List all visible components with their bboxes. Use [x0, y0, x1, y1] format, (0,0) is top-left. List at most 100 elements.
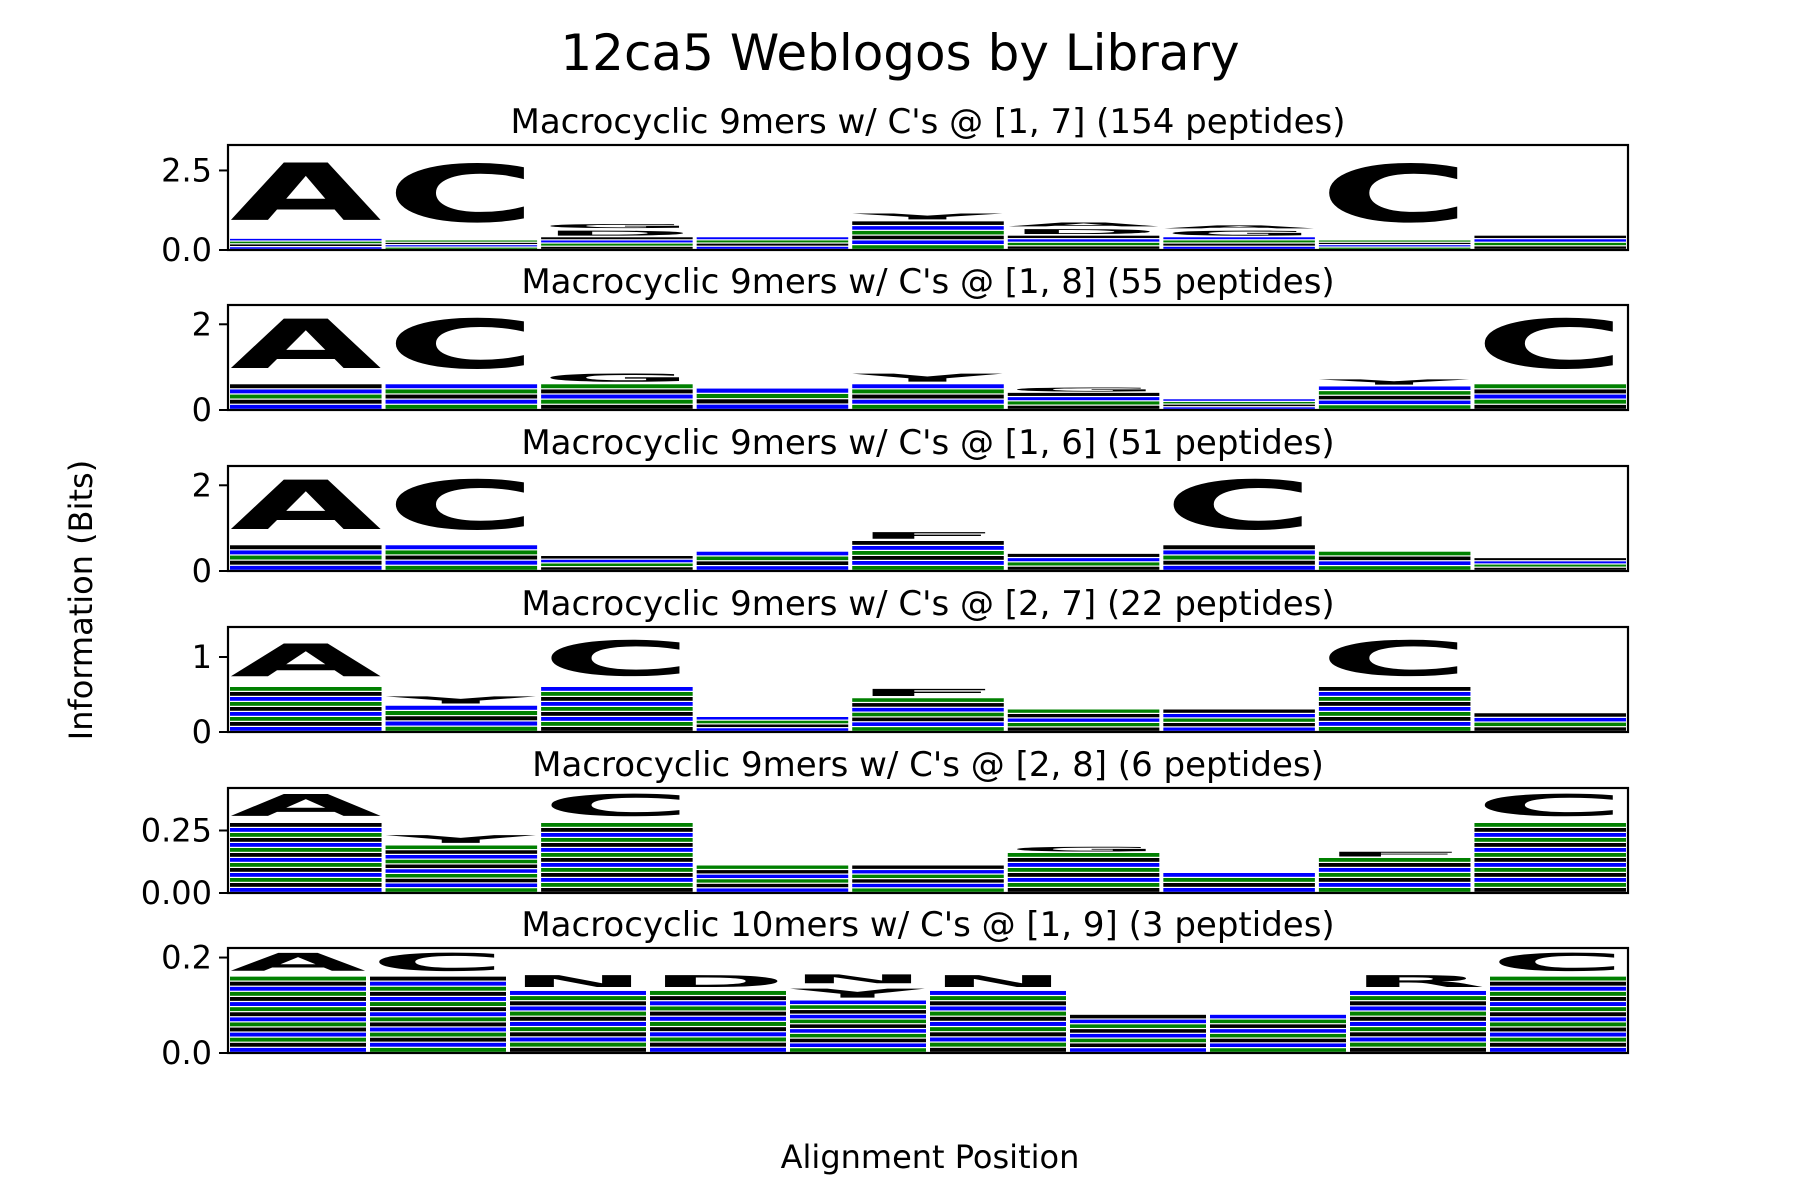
logo-minor-stack: [1318, 386, 1471, 390]
logo-minor-stack: [230, 697, 382, 701]
logo-minor-stack: [230, 873, 382, 877]
logo-minor-stack: [370, 1012, 506, 1017]
logo-minor-stack: [1474, 564, 1626, 567]
logo-minor-stack: [696, 388, 849, 393]
logo-letter: Y: [385, 695, 536, 706]
logo-minor-stack: [541, 838, 693, 842]
logo-minor-stack: [230, 1017, 366, 1022]
logo-minor-stack: [385, 565, 538, 570]
logo-minor-stack: [230, 883, 382, 887]
logo-minor-stack: [1318, 240, 1471, 242]
logo-minor-stack: [696, 240, 849, 243]
y-tick-label: 0: [192, 391, 212, 429]
logo-minor-stack: [1007, 246, 1160, 249]
logo-minor-stack: [930, 1006, 1066, 1011]
logo-minor-stack: [385, 550, 538, 555]
logo-minor-stack: [852, 727, 1004, 731]
y-tick-label: 0.25: [141, 812, 212, 850]
logo-minor-stack: [696, 556, 849, 561]
logo-minor-stack: [541, 567, 693, 570]
axes-frame: [226, 303, 1630, 412]
logo-minor-stack: [370, 986, 506, 991]
logo-minor-stack: [1490, 1002, 1626, 1006]
logo-panel-5: Macrocyclic 9mers w/ C's @ [2, 8] (6 pep…: [141, 745, 1630, 912]
logo-minor-stack: [1007, 883, 1160, 887]
logo-minor-stack: [1474, 727, 1626, 731]
logo-minor-stack: [1007, 888, 1160, 892]
logo-minor-stack: [1007, 723, 1160, 727]
logo-minor-stack: [1007, 401, 1160, 405]
logo-letter: C: [1474, 788, 1626, 823]
logo-minor-stack: [1007, 714, 1160, 718]
logo-minor-stack: [1474, 848, 1626, 852]
logo-minor-stack: [852, 556, 1004, 560]
logo-minor-stack: [541, 828, 693, 832]
logo-minor-stack: [230, 888, 382, 892]
logo-minor-stack: [1007, 566, 1160, 570]
logo-position-1: A: [230, 305, 382, 409]
logo-minor-stack: [1210, 1024, 1346, 1028]
logo-minor-stack: [1318, 556, 1471, 561]
logo-minor-stack: [852, 870, 1004, 874]
logo-minor-stack: [930, 1047, 1066, 1052]
logo-minor-stack: [541, 384, 693, 389]
logo-minor-stack: [696, 865, 849, 869]
logo-position-6: N: [930, 972, 1066, 1052]
logo-position-5: Y: [851, 371, 1004, 409]
x-axis-label: Alignment Position: [781, 1138, 1080, 1176]
logo-minor-stack: [1350, 1042, 1486, 1047]
logo-minor-stack: [1350, 1037, 1486, 1042]
logo-minor-stack: [1474, 883, 1626, 887]
logo-position-3: G: [541, 371, 693, 409]
logo-minor-stack: [230, 550, 382, 555]
logo-minor-stack: [852, 703, 1004, 707]
logo-minor-stack: [541, 853, 693, 857]
logo-minor-stack: [1007, 878, 1160, 882]
logo-letter: G: [1008, 846, 1160, 853]
logo-minor-stack: [1007, 553, 1160, 557]
logo-minor-stack: [1474, 389, 1626, 394]
logo-minor-stack: [385, 859, 538, 864]
logo-minor-stack: [1490, 1017, 1626, 1022]
logo-minor-stack: [852, 865, 1004, 869]
logo-minor-stack: [1490, 997, 1626, 1001]
logo-minor-stack: [1474, 863, 1626, 867]
logo-minor-stack: [1490, 1012, 1626, 1017]
logo-minor-stack: [930, 1037, 1066, 1042]
logo-minor-stack: [1163, 240, 1315, 243]
logo-minor-stack: [1318, 561, 1471, 565]
logo-minor-stack: [230, 997, 366, 1001]
logo-letter: A: [230, 948, 366, 976]
logo-minor-stack: [790, 1014, 926, 1019]
logo-minor-stack: [1318, 391, 1471, 395]
logo-minor-stack: [1163, 873, 1315, 877]
logo-minor-stack: [385, 247, 538, 249]
logo-minor-stack: [650, 1001, 786, 1006]
logo-minor-stack: [696, 728, 849, 731]
logo-position-3: N: [510, 972, 646, 1052]
logo-minor-stack: [385, 240, 538, 242]
logo-position-4: [696, 388, 849, 409]
logo-minor-stack: [385, 855, 538, 859]
logo-letter: F: [852, 530, 1004, 541]
logo-position-7: [1163, 873, 1315, 892]
logo-minor-stack: [930, 990, 1066, 995]
logo-position-6: DA: [1007, 221, 1160, 249]
logo-minor-stack: [541, 559, 693, 563]
logo-minor-stack: [510, 1032, 646, 1037]
logo-minor-stack: [1163, 714, 1315, 718]
logo-minor-stack: [1350, 990, 1486, 995]
logo-letter: A: [230, 635, 382, 687]
logo-minor-stack: [1474, 833, 1626, 837]
logo-minor-stack: [541, 692, 693, 696]
logo-minor-stack: [385, 399, 538, 404]
logo-minor-stack: [510, 1037, 646, 1042]
logo-minor-stack: [1210, 1048, 1346, 1052]
logo-minor-stack: [541, 240, 693, 243]
logo-minor-stack: [510, 1027, 646, 1032]
logo-position-2: Y: [385, 695, 538, 731]
logo-minor-stack: [650, 1037, 786, 1042]
logo-minor-stack: [930, 1016, 1066, 1021]
logo-panel-3: Macrocyclic 9mers w/ C's @ [1, 6] (51 pe…: [192, 423, 1630, 590]
